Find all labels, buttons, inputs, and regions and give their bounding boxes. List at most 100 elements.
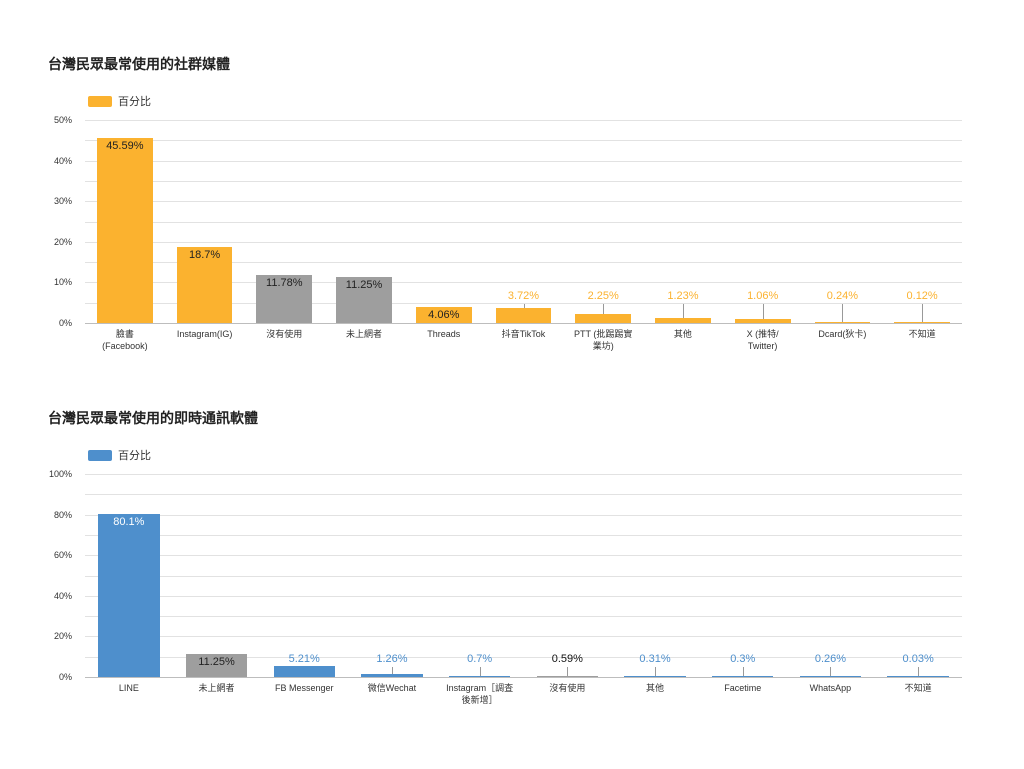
bar[interactable] [176,247,233,323]
leader-line [918,667,920,676]
x-tick-label: 其他 [673,329,692,339]
gridline [85,241,962,243]
data-label: 0.59% [551,653,583,665]
data-label: 2.25% [587,290,619,302]
bar[interactable] [361,674,423,677]
x-tick-label: 不知道 [904,683,932,693]
data-label: 11.25% [198,656,235,669]
bar[interactable] [336,277,392,323]
gridline [85,555,962,557]
gridline [85,636,962,638]
legend-swatch [88,95,112,107]
legend-swatch [88,449,112,461]
x-axis-line [85,677,962,678]
data-label: 45.59% [106,139,144,152]
plot-area: 0% 10% 20% 30% 40% 50% 45.59% 臉書 (Facebook) 18.7%… [54,115,962,351]
gridline [85,201,962,203]
y-tick-label: 60% [53,550,72,561]
y-tick-label: 30% [53,196,72,207]
bar[interactable] [448,675,511,677]
gridline [85,534,962,536]
y-tick-label: 50% [53,115,72,125]
x-tick-label: 其他 [646,683,665,693]
data-label: 0.12% [906,290,938,302]
data-label: 1.23% [667,290,699,302]
gridline [85,494,962,496]
leader-line [682,304,684,318]
leader-line [479,667,481,676]
gridline [85,140,962,142]
bar[interactable] [96,137,153,323]
y-tick-label: 20% [53,631,72,642]
x-tick-label: Instagram(IG) [176,329,233,339]
leader-line [567,667,569,676]
bar[interactable] [734,318,791,323]
data-label: 0.31% [639,653,671,665]
data-label: 18.7% [188,249,221,262]
data-label: 1.26% [376,653,408,665]
data-label: 0.7% [467,653,493,665]
gridline [85,180,962,182]
x-tick-label: 沒有使用 [266,329,303,339]
bar[interactable] [256,275,313,323]
data-label: 80.1% [113,516,145,529]
x-tick-label: 未上網者 [346,329,383,339]
gridline [85,160,962,162]
gridline [85,575,962,577]
x-tick-label: Threads [427,329,461,339]
x-tick-label: WhatsApp [809,683,852,693]
bar[interactable] [655,318,711,323]
y-tick-label: 0% [58,318,72,328]
legend-label: 百分比 [118,449,151,462]
bar[interactable] [894,321,951,323]
x-tick-label: PTT (批踢踢實 業坊) [574,329,633,351]
data-label: 0.26% [814,653,847,665]
chart-legend: 百分比 [88,447,151,463]
bar[interactable] [799,675,862,677]
x-tick-label: 不知道 [908,329,936,339]
data-label: 0.03% [902,653,934,665]
x-tick-label: 沒有使用 [549,683,586,693]
x-tick-label: X (推特/Twitter) [746,329,779,351]
gridline [85,262,962,264]
legend-label: 百分比 [118,95,151,108]
gridline [85,514,962,516]
data-label: 11.78% [266,277,303,290]
x-tick-label: 抖音TikTok [501,329,546,339]
y-tick-label: 20% [53,236,72,247]
leader-line [830,667,832,676]
leader-line [762,304,764,319]
bar[interactable] [814,321,871,323]
y-tick-label: 40% [53,590,72,601]
chart-title: 台灣民眾最常使用的即時通訊軟體 [48,411,258,427]
leader-line [655,667,657,676]
bar[interactable] [536,675,599,677]
bar[interactable] [575,313,632,323]
bar[interactable] [495,307,552,323]
x-axis-line [85,323,962,324]
x-tick-label: LINE [118,683,139,693]
x-tick-label: 臉書 (Facebook) [102,329,148,351]
x-tick-label: Instagram［調査 後新增］ [446,683,514,705]
leader-line [742,667,744,676]
y-tick-label: 10% [53,277,72,288]
data-label: 0.3% [730,653,756,665]
bar[interactable] [624,675,686,677]
gridline [85,221,962,223]
bar[interactable] [887,675,949,677]
data-label: 3.72% [507,290,540,302]
bar[interactable] [185,654,248,677]
data-label: 1.06% [747,290,779,302]
y-tick-label: 0% [58,672,72,682]
leader-line [842,304,844,322]
bar[interactable] [98,514,160,677]
bar[interactable] [415,306,472,323]
x-tick-label: FB Messenger [274,683,334,693]
x-tick-label: Dcard(狄卡) [818,329,867,339]
bar[interactable] [712,675,774,677]
bar[interactable] [273,666,335,677]
chart-legend: 百分比 [88,93,151,109]
data-label: 4.06% [428,308,460,321]
data-label: 0.24% [826,290,858,302]
gridline [85,656,962,658]
